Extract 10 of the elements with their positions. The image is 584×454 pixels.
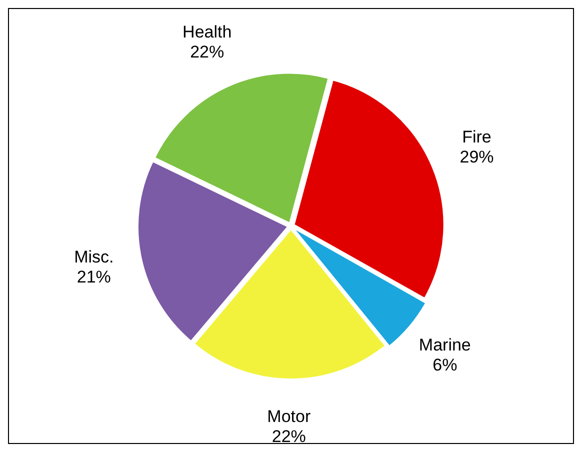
data-label: 6% [432,356,458,375]
slice-label: Motor [267,407,311,426]
data-label: 22% [272,427,306,446]
data-label: 22% [190,42,224,62]
slice-label: Misc. [74,248,114,267]
slice-label: Fire [462,128,492,147]
data-label: 21% [76,268,111,287]
slice-label: Marine [418,336,471,355]
data-label: 29% [460,148,494,167]
slice-label: Health [182,22,232,42]
